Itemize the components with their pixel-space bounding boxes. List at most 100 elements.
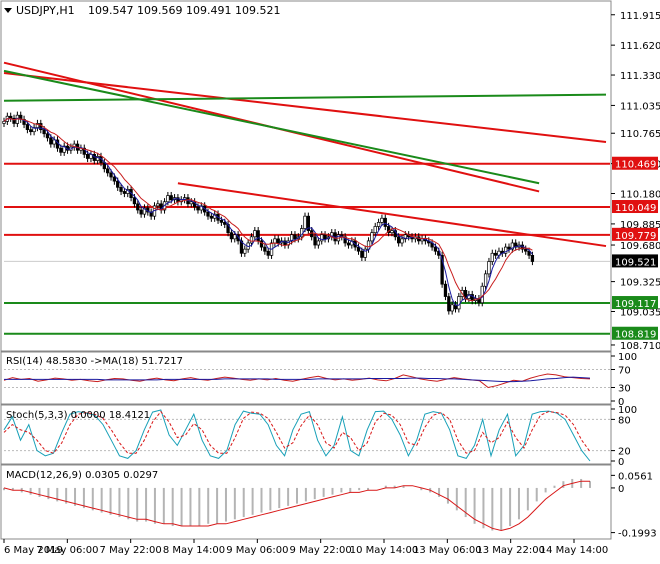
candle-body: [490, 252, 494, 262]
candle-body: [32, 127, 36, 133]
candle-body: [383, 217, 387, 227]
candle-body: [42, 129, 46, 135]
time-tick-label: 10 May 14:00: [350, 545, 419, 556]
stoch-title: Stoch(5,3,3) 0.0000 18.4121: [6, 410, 150, 421]
candle-body: [219, 219, 224, 223]
macd-title: MACD(12,26,9) 0.0305 0.0297: [6, 470, 158, 481]
trend-line: [177, 182, 607, 248]
price-tick-label: 109.325: [620, 278, 660, 289]
price-tick-label: 111.915: [620, 11, 660, 22]
stoch-tick-label: 80: [618, 415, 631, 426]
candle-body: [266, 250, 270, 256]
candle-body: [524, 248, 528, 252]
collapse-triangle-icon[interactable]: [4, 8, 12, 13]
price-tick-label: 111.035: [620, 101, 660, 112]
candle-body: [29, 129, 33, 133]
candle-body: [510, 242, 515, 250]
candle-body: [400, 238, 404, 244]
rsi-tick-label: 70: [618, 366, 631, 377]
time-tick-label: 13 May 06:00: [413, 545, 482, 556]
candle-body: [35, 123, 40, 128]
candle-body: [236, 234, 240, 242]
time-tick-label: 7 May 22:00: [100, 545, 162, 556]
rsi-tick-label: 0: [618, 397, 624, 408]
candle-body: [85, 154, 90, 159]
time-tick-label: 6 May 2019: [4, 545, 63, 556]
candle-body: [450, 304, 454, 312]
candle-body: [380, 217, 384, 223]
ma-slow-line: [3, 118, 533, 302]
price-level-badge: [612, 326, 658, 340]
trend-line: [3, 71, 607, 143]
rsi-tick-label: 100: [618, 352, 637, 363]
price-tick-label: 110.765: [620, 129, 660, 140]
price-tick-label: 111.330: [620, 71, 660, 82]
price-tick-label: 108.710: [620, 341, 660, 352]
macd-tick-label: 0: [618, 484, 624, 495]
price-level-badge: [612, 200, 658, 214]
candle-body: [386, 226, 391, 234]
ma-fast-line: [3, 117, 533, 306]
price-tick-label: 109.035: [620, 307, 660, 318]
time-tick-label: 8 May 14:00: [163, 545, 225, 556]
candle-body: [59, 147, 63, 153]
candle-body: [189, 201, 193, 205]
stoch-tick-label: 100: [618, 405, 637, 416]
trend-line: [3, 69, 540, 185]
price-level-label: 110.469: [615, 160, 656, 171]
stoch-signal-line: [3, 410, 591, 454]
candle-body: [169, 195, 173, 201]
candle-body: [106, 168, 110, 174]
price-tick-label: 110.180: [620, 190, 660, 201]
time-tick-label: 7 May 06:00: [36, 545, 98, 556]
candle-body: [25, 124, 30, 130]
time-tick-label: 13 May 22:00: [476, 545, 545, 556]
candle-body: [343, 236, 347, 244]
price-level-badge: [612, 227, 658, 241]
candle-body: [45, 133, 50, 139]
candle-body: [122, 191, 127, 194]
candle-body: [363, 248, 367, 258]
stoch-main-line: [3, 409, 591, 462]
macd-tick-label: -0.1993: [618, 529, 657, 540]
stoch-tick-label: 0: [618, 457, 624, 468]
candle-body: [206, 211, 210, 217]
candle-body: [2, 121, 6, 124]
candle-body: [487, 261, 491, 275]
candle-body: [116, 180, 120, 188]
rsi-line: [3, 373, 591, 389]
candle-body: [166, 195, 170, 203]
macd-signal-line: [3, 480, 590, 532]
candle-body: [156, 203, 160, 207]
macd-tick-label: 0.0561: [618, 471, 653, 482]
candle-body: [530, 254, 535, 262]
candle-body: [507, 246, 511, 250]
candle-body: [239, 240, 244, 254]
trend-line: [3, 93, 607, 102]
price-level-badge: [612, 254, 658, 268]
candle-body: [527, 250, 531, 256]
price-tick-label: 111.620: [620, 41, 660, 52]
candle-body: [253, 230, 257, 238]
candle-body: [233, 234, 237, 240]
price-tick-label: 109.680: [620, 241, 660, 252]
price-panel: [0, 0, 612, 352]
candle-body: [373, 226, 377, 234]
candle-body: [256, 230, 260, 242]
candle-body: [323, 234, 327, 240]
candle-body: [249, 236, 254, 244]
time-tick-label: 14 May 14:00: [540, 545, 609, 556]
time-tick-label: 9 May 06:00: [226, 545, 288, 556]
price-level-badge: [612, 296, 658, 310]
candle-body: [196, 206, 200, 211]
candle-body: [303, 215, 307, 229]
candle-body: [95, 156, 100, 161]
candle-body: [390, 230, 394, 234]
price-level-label: 109.779: [615, 231, 656, 242]
candle-body: [483, 273, 488, 287]
candle-body: [243, 248, 247, 254]
price-level-badge: [612, 156, 658, 170]
stoch-tick-label: 20: [618, 447, 631, 458]
stoch-panel: [0, 404, 612, 465]
